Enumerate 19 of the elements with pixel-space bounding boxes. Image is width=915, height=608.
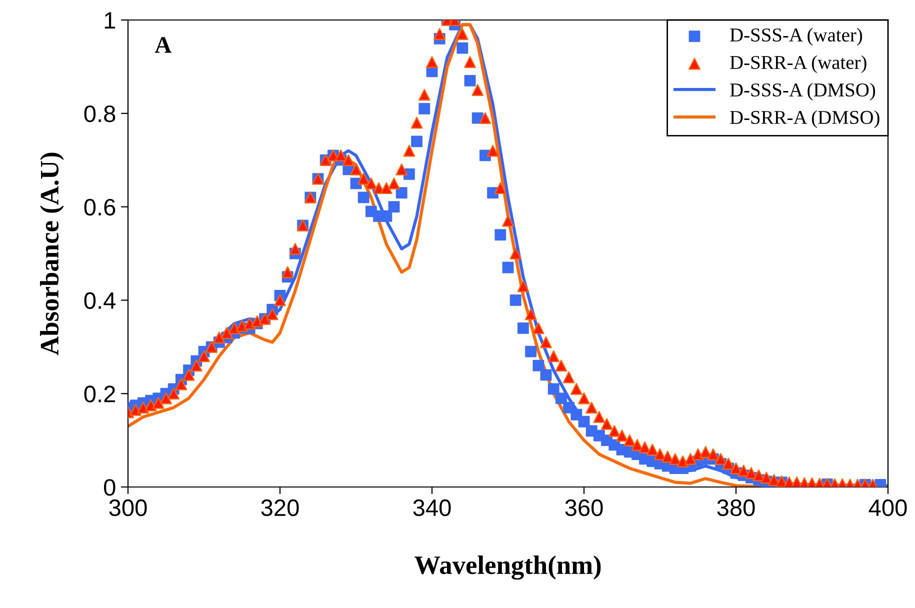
y-tick-label: 0.8 [84, 105, 116, 122]
y-tick-label: 1 [104, 12, 116, 29]
annotation: A [154, 37, 172, 53]
legend-label: D-SSS-A (DMSO) [730, 82, 876, 100]
x-tick-label: 360 [565, 499, 603, 516]
y-tick-label: 0.6 [84, 198, 116, 216]
y-tick-label: 0.4 [84, 292, 116, 309]
legend-label: D-SRR-A (water) [730, 55, 866, 74]
y-tick-label: 0.2 [84, 386, 116, 402]
legend-label: D-SSS-A (water) [730, 28, 862, 46]
x-tick-label: 300 [109, 499, 147, 516]
x-tick-label: 380 [717, 499, 755, 516]
y-tick-label: 0 [104, 479, 116, 496]
y-axis-title: Absorbance (A.U) [40, 152, 64, 356]
x-tick-label: 340 [413, 499, 451, 516]
x-axis-title: Wavelength(nm) [414, 556, 601, 580]
legend-label: D-SRR-A (DMSO) [730, 110, 880, 128]
x-tick-label: 320 [261, 499, 299, 516]
x-tick-label: 400 [868, 499, 907, 516]
